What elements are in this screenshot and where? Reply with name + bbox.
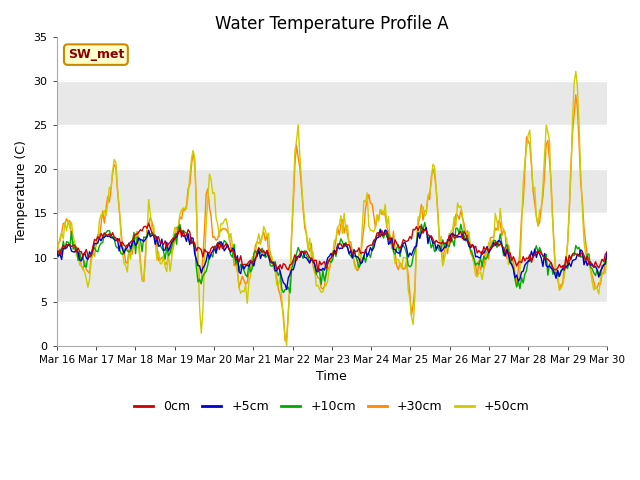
- Bar: [57, 258, 607, 301]
- Legend: 0cm, +5cm, +10cm, +30cm, +50cm: 0cm, +5cm, +10cm, +30cm, +50cm: [129, 395, 534, 418]
- Bar: [57, 82, 607, 125]
- X-axis label: Time: Time: [316, 370, 348, 383]
- Text: SW_met: SW_met: [68, 48, 124, 61]
- Y-axis label: Temperature (C): Temperature (C): [15, 141, 28, 242]
- Bar: [57, 169, 607, 214]
- Title: Water Temperature Profile A: Water Temperature Profile A: [215, 15, 449, 33]
